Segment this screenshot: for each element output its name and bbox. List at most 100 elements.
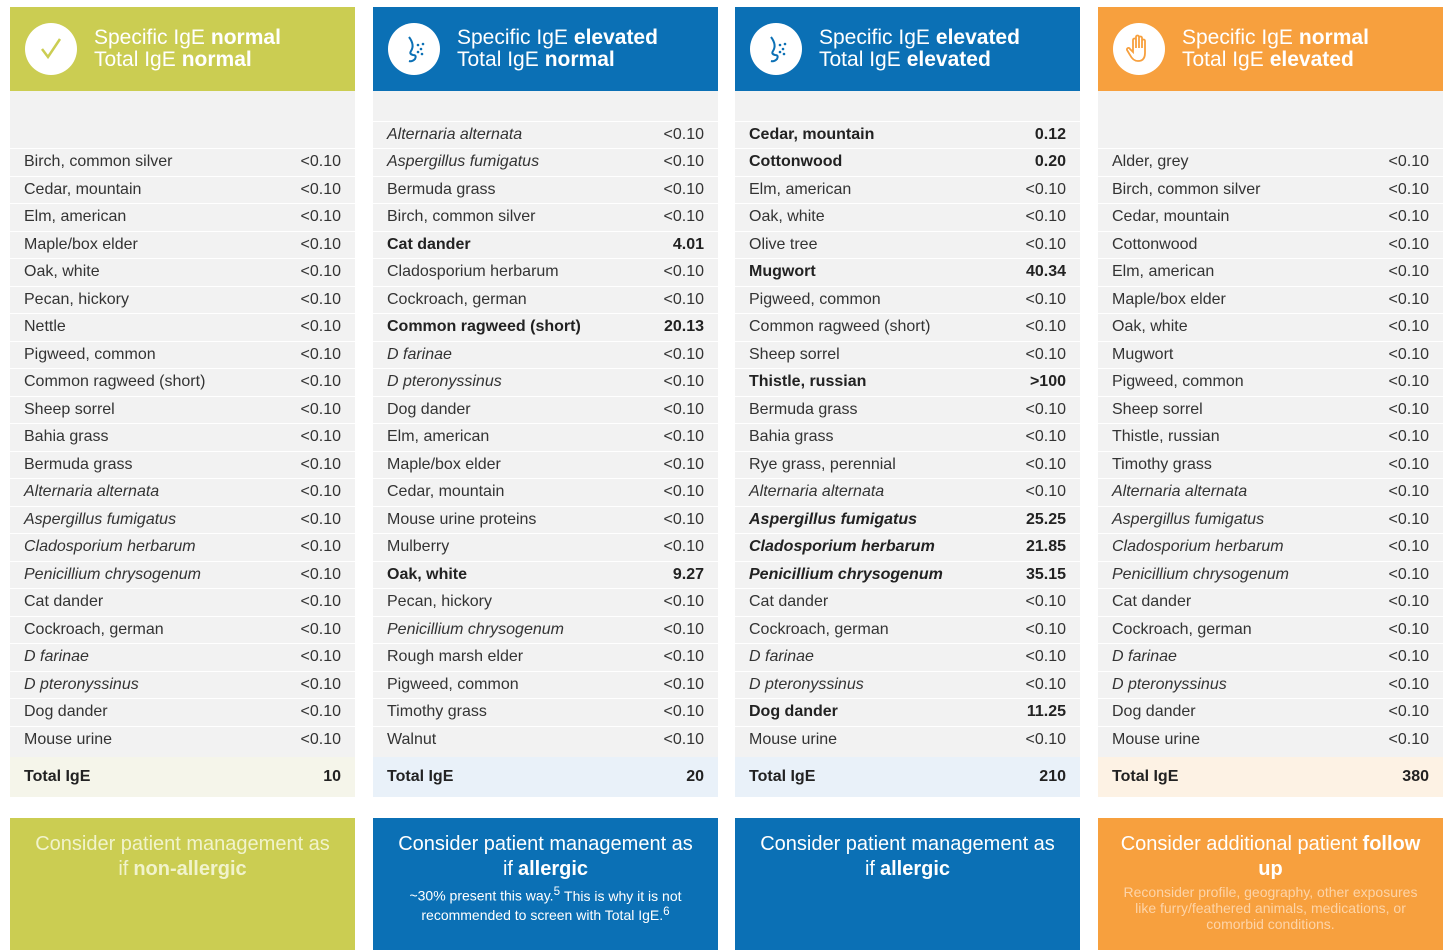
allergen-value: <0.10 bbox=[300, 318, 341, 336]
allergen-value: <0.10 bbox=[1388, 483, 1429, 501]
allergen-name: D pteronyssinus bbox=[1112, 675, 1227, 693]
allergen-name: Maple/box elder bbox=[1112, 290, 1226, 308]
allergen-name: Mouse urine bbox=[749, 730, 838, 748]
allergen-value: <0.10 bbox=[1025, 400, 1066, 418]
total-label: Total IgE bbox=[749, 768, 816, 785]
allergen-value: <0.10 bbox=[1388, 235, 1429, 253]
allergen-name: Cedar, mountain bbox=[1112, 208, 1230, 226]
column: Specific IgE elevated Total IgE elevated Ced… bbox=[735, 7, 1080, 950]
result-row: Bermuda grass <0.10 bbox=[373, 175, 718, 204]
allergen-value: <0.10 bbox=[1388, 180, 1429, 198]
allergen-value: <0.10 bbox=[663, 510, 704, 528]
result-row: Penicillium chrysogenum <0.10 bbox=[1098, 560, 1443, 589]
header-value: normal bbox=[1298, 26, 1369, 49]
total-row: Total IgE 10 bbox=[10, 757, 355, 797]
note-text: ~30% present this way. bbox=[409, 887, 554, 904]
result-row: Cladosporium herbarum 21.85 bbox=[735, 533, 1080, 561]
result-row: Thistle, russian >100 bbox=[735, 368, 1080, 396]
allergen-value: <0.10 bbox=[663, 153, 704, 171]
allergen-name: Cat dander bbox=[749, 593, 829, 611]
result-row: Timothy grass <0.10 bbox=[1098, 450, 1443, 479]
result-row: Cottonwood 0.20 bbox=[735, 148, 1080, 176]
result-row: Mouse urine <0.10 bbox=[1098, 725, 1443, 754]
allergen-name: Penicillium chrysogenum bbox=[749, 565, 943, 583]
footer-box: Consider additional patient follow up Reco… bbox=[1098, 818, 1443, 950]
allergen-value: <0.10 bbox=[1388, 620, 1429, 638]
result-row: Alternaria alternata <0.10 bbox=[10, 478, 355, 506]
header-label: Total IgE bbox=[819, 48, 901, 71]
column-header: Specific IgE normal Total IgE normal bbox=[10, 7, 355, 91]
result-row: Oak, white <0.10 bbox=[735, 203, 1080, 231]
allergen-value: <0.10 bbox=[1388, 648, 1429, 666]
allergen-name: Timothy grass bbox=[1112, 455, 1212, 473]
allergen-name: Cat dander bbox=[387, 235, 471, 253]
header-text: Specific IgE normal Total IgE normal bbox=[94, 27, 281, 71]
allergen-value: <0.10 bbox=[300, 180, 341, 198]
header-label: Specific IgE bbox=[457, 26, 568, 49]
allergen-value: 25.25 bbox=[1025, 510, 1066, 528]
allergen-value: <0.10 bbox=[663, 373, 704, 391]
allergen-name: Cedar, mountain bbox=[749, 125, 875, 143]
total-row: Total IgE 20 bbox=[373, 757, 718, 797]
result-row: D pteronyssinus <0.10 bbox=[373, 368, 718, 396]
footer-box: Consider patient management as if allergi… bbox=[735, 818, 1080, 950]
header-line: Specific IgE normal bbox=[94, 27, 281, 49]
header-label: Total IgE bbox=[1182, 48, 1264, 71]
allergen-name: Cockroach, german bbox=[749, 620, 889, 638]
allergen-name: Cottonwood bbox=[1112, 235, 1198, 253]
result-row: Common ragweed (short) <0.10 bbox=[735, 313, 1080, 341]
allergen-name: Aspergillus fumigatus bbox=[387, 153, 540, 171]
allergen-value: <0.10 bbox=[300, 263, 341, 281]
header-icon bbox=[1113, 23, 1165, 75]
allergen-value: <0.10 bbox=[300, 345, 341, 363]
allergen-name: Cockroach, german bbox=[24, 620, 164, 638]
allergen-value: <0.10 bbox=[1025, 455, 1066, 473]
result-row: Oak, white 9.27 bbox=[373, 560, 718, 589]
header-line: Specific IgE normal bbox=[1182, 27, 1369, 49]
result-row: Bahia grass <0.10 bbox=[735, 423, 1080, 451]
result-row: Mouse urine <0.10 bbox=[10, 725, 355, 754]
allergen-value: <0.10 bbox=[1025, 345, 1066, 363]
total-label: Total IgE bbox=[1112, 768, 1179, 785]
allergen-value: <0.10 bbox=[300, 400, 341, 418]
allergen-value: <0.10 bbox=[300, 455, 341, 473]
footer-text: Consider patient management as if allergi… bbox=[758, 832, 1058, 882]
allergen-value: 0.20 bbox=[1034, 153, 1066, 171]
allergen-value: <0.10 bbox=[663, 345, 704, 363]
results-table: Cedar, mountain 0.12 Cottonwood 0.20 Elm, am… bbox=[735, 91, 1080, 797]
allergen-name: D farinae bbox=[24, 648, 89, 666]
allergen-name: Pigweed, common bbox=[749, 290, 881, 308]
allergen-value: <0.10 bbox=[300, 538, 341, 556]
footer-emphasis: allergic bbox=[879, 858, 951, 880]
allergen-value: <0.10 bbox=[663, 263, 704, 281]
header-line: Specific IgE elevated bbox=[819, 27, 1020, 49]
result-row: Pigweed, common <0.10 bbox=[373, 670, 718, 699]
result-row: Cedar, mountain <0.10 bbox=[373, 478, 718, 506]
result-row: Timothy grass <0.10 bbox=[373, 698, 718, 726]
allergen-name: Maple/box elder bbox=[24, 235, 138, 253]
allergen-name: Elm, american bbox=[387, 428, 490, 446]
allergen-name: Alder, grey bbox=[1112, 153, 1189, 171]
allergen-value: <0.10 bbox=[663, 180, 704, 198]
result-row: Elm, american <0.10 bbox=[10, 203, 355, 231]
header-label: Total IgE bbox=[94, 48, 176, 71]
allergen-name: Penicillium chrysogenum bbox=[387, 620, 564, 638]
allergen-name: Birch, common silver bbox=[1112, 180, 1261, 198]
allergen-name: Sheep sorrel bbox=[24, 400, 115, 418]
allergen-name: Sheep sorrel bbox=[1112, 400, 1203, 418]
result-row: Elm, american <0.10 bbox=[373, 423, 718, 451]
footer-main: Consider patient management as if bbox=[398, 833, 693, 880]
allergen-name: Cat dander bbox=[1112, 593, 1192, 611]
allergen-value: <0.10 bbox=[1025, 675, 1066, 693]
results-table: Alder, grey <0.10 Birch, common silver <0.1… bbox=[1098, 91, 1443, 797]
result-row: D farinae <0.10 bbox=[1098, 643, 1443, 671]
result-row: Cedar, mountain <0.10 bbox=[1098, 203, 1443, 231]
allergen-name: Pigweed, common bbox=[387, 675, 519, 693]
footer-main: Consider patient management as if bbox=[35, 833, 330, 880]
header-value: normal bbox=[210, 26, 281, 49]
allergen-value: 4.01 bbox=[672, 235, 704, 253]
allergen-value: <0.10 bbox=[300, 428, 341, 446]
result-row: Pigweed, common <0.10 bbox=[10, 340, 355, 369]
allergen-value: <0.10 bbox=[663, 538, 704, 556]
